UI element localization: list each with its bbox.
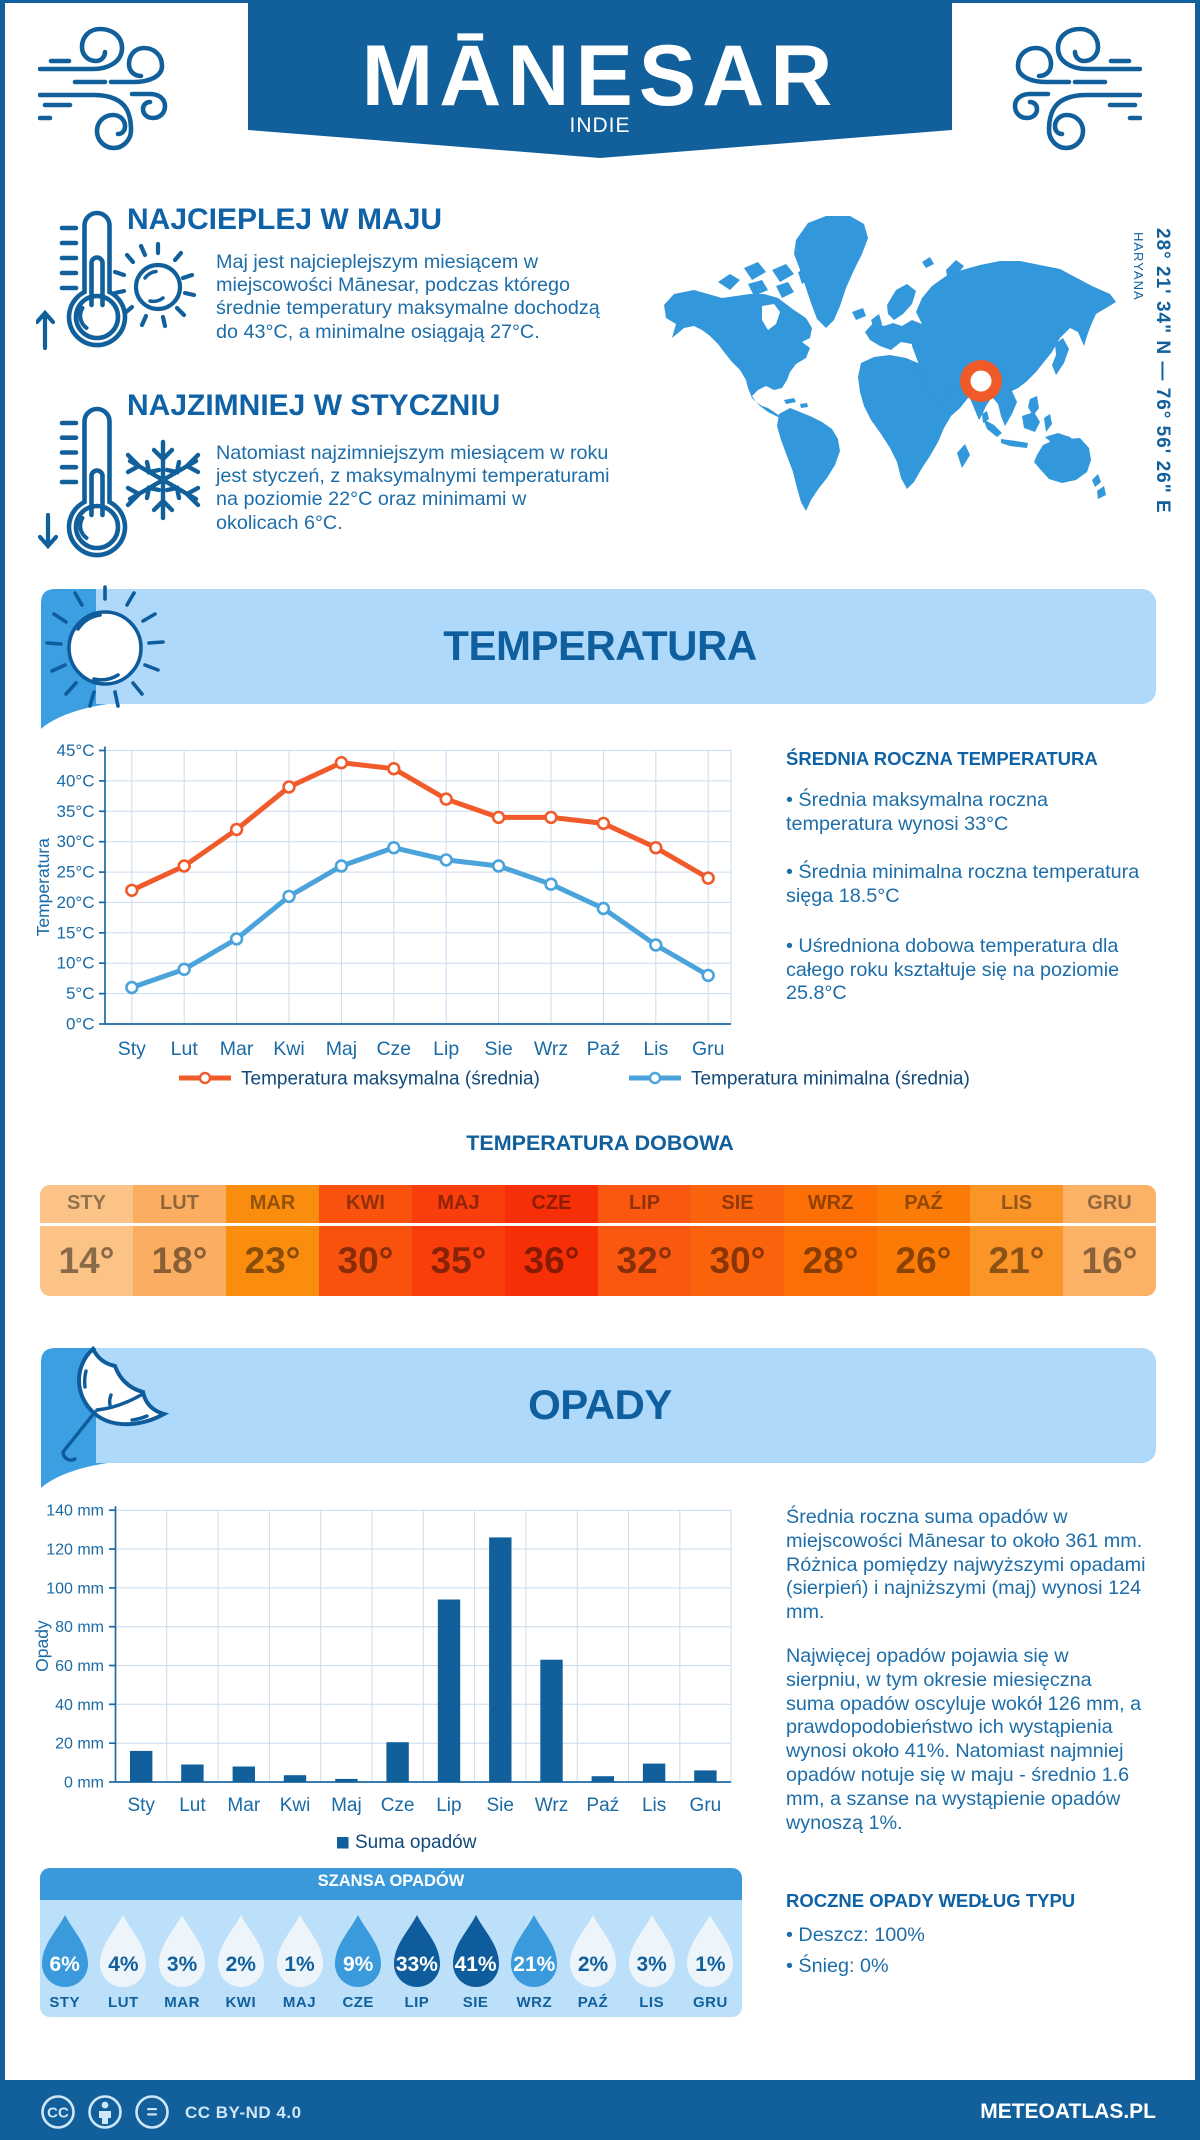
svg-text:Opady: Opady	[32, 1620, 52, 1672]
svg-text:Lip: Lip	[436, 1795, 461, 1816]
svg-text:Lip: Lip	[433, 1038, 459, 1060]
svg-text:15°C: 15°C	[57, 923, 95, 942]
svg-text:Mar: Mar	[227, 1795, 260, 1816]
svg-text:Temperatura maksymalna (średni: Temperatura maksymalna (średnia)	[241, 1069, 540, 1090]
svg-text:35°C: 35°C	[57, 802, 95, 821]
svg-text:CC: CC	[47, 2105, 69, 2122]
svg-text:Kwi: Kwi	[280, 1795, 311, 1816]
svg-text:Paź: Paź	[586, 1795, 619, 1816]
svg-text:80 mm: 80 mm	[55, 1619, 104, 1636]
svg-text:0 mm: 0 mm	[64, 1775, 104, 1792]
svg-text:Maj: Maj	[326, 1038, 357, 1060]
svg-text:40°C: 40°C	[57, 771, 95, 790]
svg-text:Wrz: Wrz	[535, 1795, 568, 1816]
svg-text:Cze: Cze	[376, 1038, 411, 1060]
svg-text:Temperatura minimalna (średnia: Temperatura minimalna (średnia)	[691, 1069, 970, 1090]
svg-text:Lut: Lut	[179, 1795, 206, 1816]
svg-text:Kwi: Kwi	[273, 1038, 304, 1060]
svg-text:Cze: Cze	[381, 1795, 415, 1816]
svg-text:Sty: Sty	[127, 1795, 155, 1816]
svg-text:20 mm: 20 mm	[55, 1736, 104, 1753]
svg-text:Sie: Sie	[486, 1795, 513, 1816]
svg-text:0°C: 0°C	[66, 1015, 95, 1034]
svg-text:Gru: Gru	[692, 1038, 725, 1060]
svg-text:Paź: Paź	[587, 1038, 621, 1060]
svg-text:40 mm: 40 mm	[55, 1697, 104, 1714]
svg-text:Lis: Lis	[642, 1795, 666, 1816]
svg-text:Wrz: Wrz	[534, 1038, 568, 1060]
svg-text:20°C: 20°C	[57, 893, 95, 912]
svg-text:60 mm: 60 mm	[55, 1658, 104, 1675]
svg-text:Lut: Lut	[171, 1038, 199, 1060]
svg-text:25°C: 25°C	[57, 863, 95, 882]
svg-text:45°C: 45°C	[57, 741, 95, 760]
svg-text:Sie: Sie	[485, 1038, 513, 1060]
svg-text:Sty: Sty	[118, 1038, 146, 1060]
svg-text:=: =	[146, 2103, 157, 2124]
svg-text:30°C: 30°C	[57, 832, 95, 851]
svg-text:Suma opadów: Suma opadów	[355, 1832, 477, 1853]
svg-text:10°C: 10°C	[57, 954, 95, 973]
svg-text:Gru: Gru	[690, 1795, 722, 1816]
svg-text:120 mm: 120 mm	[46, 1542, 104, 1559]
svg-text:Temperatura: Temperatura	[33, 838, 53, 937]
svg-text:Mar: Mar	[220, 1038, 254, 1060]
svg-text:Lis: Lis	[643, 1038, 668, 1060]
svg-text:140 mm: 140 mm	[46, 1503, 104, 1520]
svg-text:Maj: Maj	[331, 1795, 362, 1816]
svg-text:100 mm: 100 mm	[46, 1580, 104, 1597]
svg-text:5°C: 5°C	[66, 984, 95, 1003]
